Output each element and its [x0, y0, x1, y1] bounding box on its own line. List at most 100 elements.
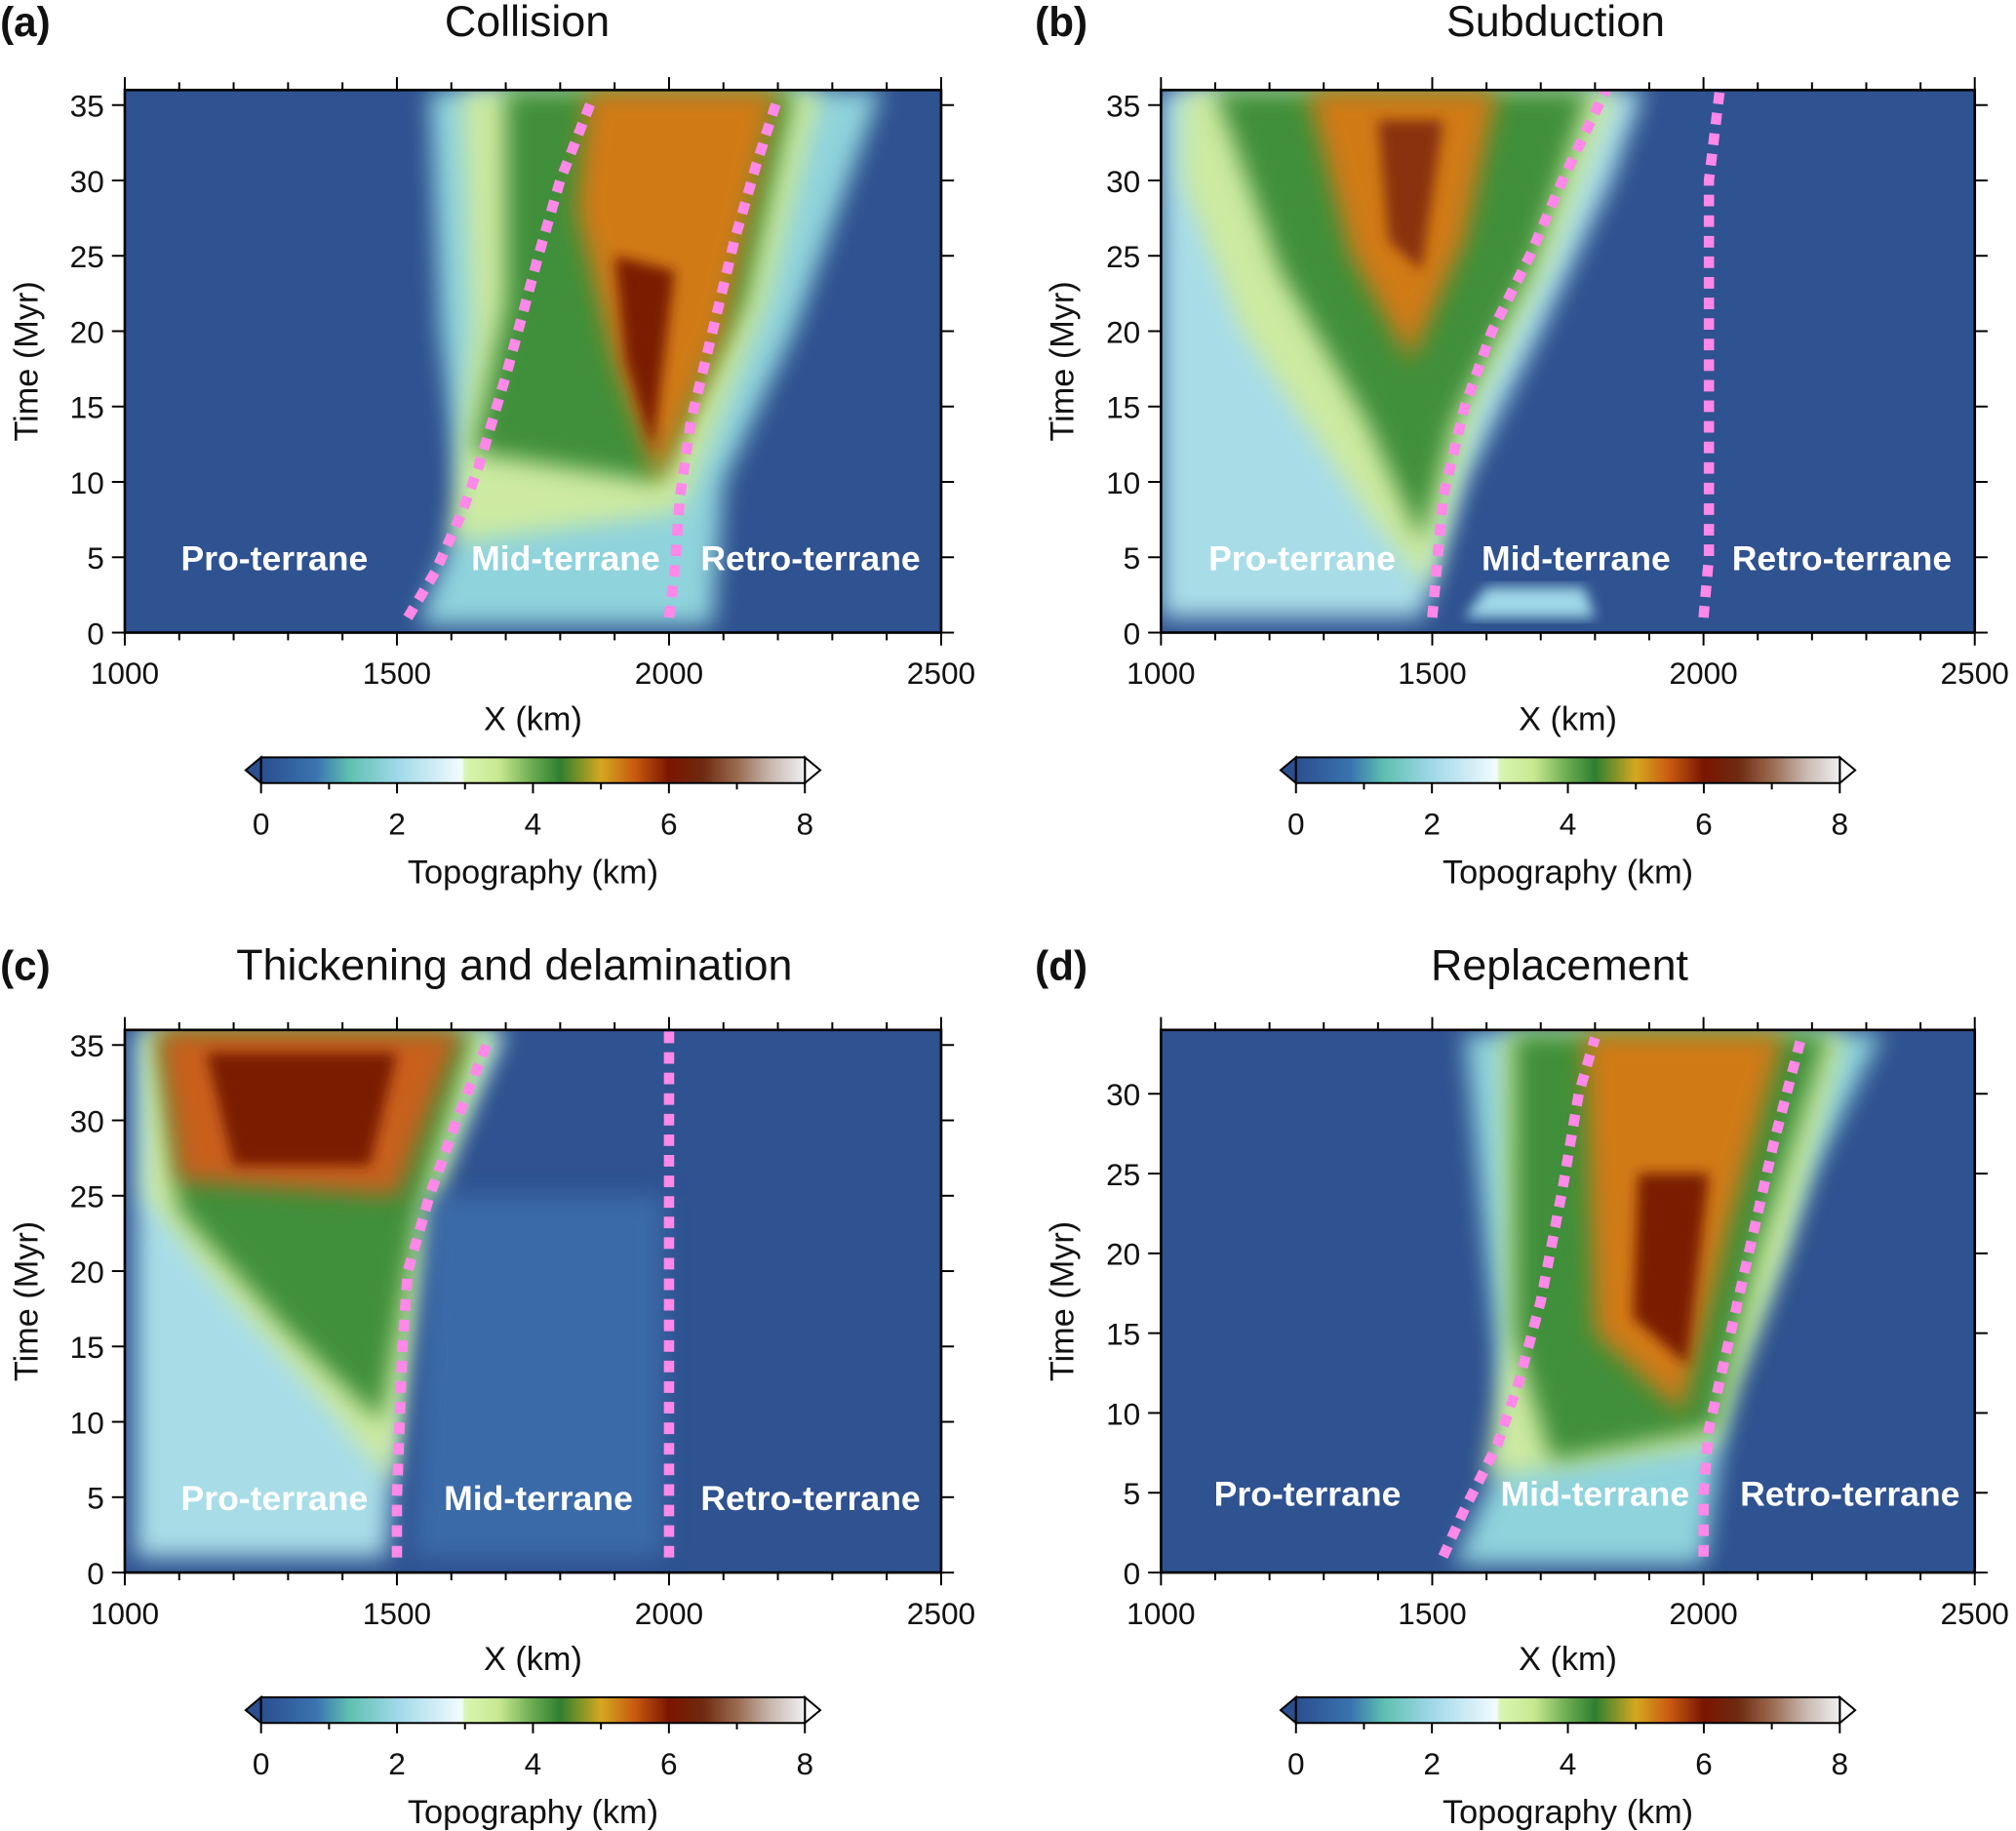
x-tick-label: 2500	[1941, 1596, 2009, 1631]
colorbar: 0 2 4 6 8 Topography (km)	[1279, 755, 1857, 892]
terrane-label: Pro-terrane	[181, 1479, 369, 1518]
x-tick-label: 1000	[1127, 1596, 1195, 1631]
topography-region	[413, 1195, 664, 1558]
panel-label: (c)	[0, 942, 51, 988]
terrane-boundary-line	[391, 1035, 494, 1558]
colorbar-label: Topography (km)	[1443, 855, 1693, 892]
colorbar-tick-label: 6	[660, 1746, 678, 1781]
y-axis-label: Time (Myr)	[1045, 281, 1082, 441]
y-tick-label: 15	[70, 390, 104, 425]
panel-d: Pro-terrane Mid-terrane Retro-terrane 1000 1…	[1035, 940, 2009, 1831]
plot-frame	[1160, 1028, 1977, 1574]
y-tick-label: 30	[1106, 164, 1140, 199]
topography-region	[614, 256, 675, 453]
y-tick-label: 5	[87, 1481, 104, 1516]
y-tick-label: 0	[1124, 1556, 1141, 1591]
x-tick-label: 1000	[91, 656, 159, 691]
y-tick-label: 20	[70, 1254, 104, 1290]
y-tick-label: 15	[1106, 390, 1140, 425]
y-tick-label: 15	[70, 1330, 104, 1365]
y-tick-label: 5	[1124, 540, 1141, 576]
colorbar-tick-label: 8	[796, 806, 813, 841]
y-tick-label: 35	[1106, 89, 1140, 124]
y-tick-label: 10	[70, 1405, 104, 1440]
y-tick-label: 0	[87, 1556, 104, 1591]
colorbar-tick-label: 4	[525, 1746, 542, 1781]
colorbar-label: Topography (km)	[408, 1794, 658, 1831]
terrane-label: Pro-terrane	[1214, 1474, 1402, 1513]
x-axis-label: X (km)	[1519, 701, 1617, 738]
colorbar-gradient	[259, 1695, 807, 1725]
terrane-label: Mid-terrane	[444, 1479, 633, 1518]
colorbar-extend-high	[1838, 1694, 1857, 1726]
terrane-label: Retro-terrane	[700, 1479, 920, 1518]
colorbar-tick-label: 6	[1695, 1746, 1713, 1781]
terrane-label: Retro-terrane	[1740, 1474, 1959, 1513]
colorbar-gradient	[1294, 1695, 1841, 1725]
x-tick-label: 2500	[907, 1596, 975, 1631]
x-tick-label: 1000	[91, 1596, 159, 1631]
y-tick-label: 5	[1124, 1476, 1141, 1511]
colorbar-extend-low	[1279, 1694, 1297, 1726]
x-axis-label: X (km)	[484, 1641, 582, 1678]
colorbar-gradient	[1294, 756, 1841, 784]
y-tick-label: 0	[87, 616, 104, 651]
y-axis-label: Time (Myr)	[8, 281, 45, 441]
x-tick-label: 2000	[635, 656, 703, 691]
colorbar-tick-label: 0	[253, 1746, 270, 1781]
panel-title: Thickening and delamination	[236, 940, 792, 989]
y-tick-label: 30	[1106, 1077, 1140, 1112]
terrane-label: Pro-terrane	[181, 538, 369, 577]
x-tick-label: 1500	[1398, 656, 1466, 691]
terrane-label: Mid-terrane	[471, 538, 660, 577]
panel-label: (b)	[1035, 0, 1087, 45]
plot-frame	[123, 88, 943, 634]
x-tick-label: 1500	[1398, 1596, 1466, 1631]
colorbar-tick-label: 4	[1560, 806, 1577, 841]
y-tick-label: 25	[1106, 1157, 1140, 1192]
colorbar-extend-low	[1279, 755, 1297, 785]
y-axis-label: Time (Myr)	[1045, 1221, 1082, 1381]
y-tick-label: 15	[1106, 1317, 1140, 1352]
terrane-boundary-line	[1698, 1036, 1806, 1557]
terrane-boundary-line	[1698, 90, 1725, 618]
y-tick-label: 35	[70, 1028, 104, 1063]
heatmap	[1161, 1029, 1975, 1573]
colorbar-tick-label: 0	[253, 806, 270, 841]
x-tick-label: 1500	[363, 1596, 431, 1631]
colorbar-tick-label: 6	[1695, 806, 1713, 841]
panel-title: Replacement	[1431, 940, 1689, 989]
colorbar-tick-label: 8	[796, 1746, 813, 1781]
colorbar-tick-label: 2	[388, 806, 406, 841]
topography-region	[1377, 120, 1443, 271]
y-tick-label: 5	[87, 540, 104, 576]
terrane-boundary-line	[1427, 90, 1611, 618]
panel-label: (a)	[0, 0, 51, 45]
colorbar-extend-low	[244, 1694, 262, 1726]
plot-frame	[123, 1028, 943, 1574]
y-tick-label: 10	[70, 465, 104, 500]
colorbar-tick-label: 2	[1423, 806, 1441, 841]
y-tick-label: 20	[1106, 314, 1140, 349]
y-tick-label: 20	[1106, 1237, 1140, 1272]
x-tick-label: 2000	[635, 1596, 703, 1631]
topography-region	[1464, 587, 1596, 618]
heatmap	[124, 90, 941, 633]
x-axis-label: X (km)	[1519, 1641, 1617, 1678]
topography-region	[576, 90, 778, 483]
x-tick-label: 2500	[907, 656, 975, 691]
plot-frame	[1160, 88, 1977, 634]
colorbar-tick-label: 0	[1287, 806, 1305, 841]
y-tick-label: 25	[1106, 239, 1140, 274]
terrane-boundary-line	[1438, 1036, 1601, 1559]
x-tick-label: 2000	[1669, 656, 1737, 691]
colorbar-extend-low	[244, 755, 262, 785]
terrane-label: Mid-terrane	[1500, 1474, 1689, 1513]
panel-label: (d)	[1035, 942, 1087, 988]
y-tick-label: 20	[70, 314, 104, 349]
topography-region	[206, 1052, 397, 1166]
